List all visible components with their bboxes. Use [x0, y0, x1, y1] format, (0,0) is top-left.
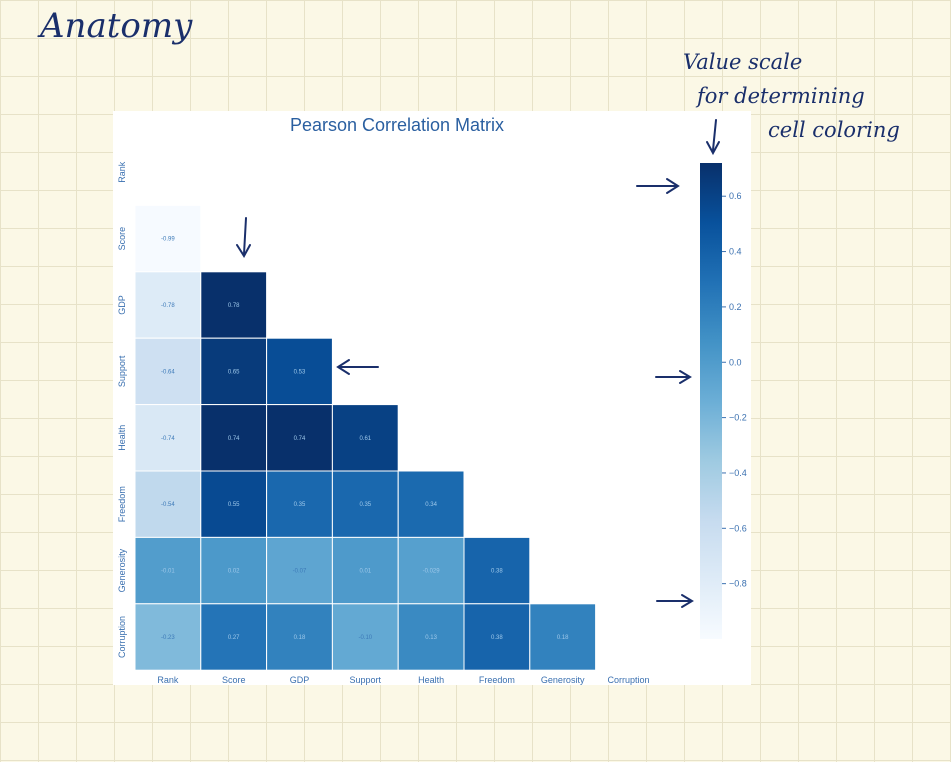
x-tick-label: GDP: [290, 675, 310, 685]
scale-note-line-3: cell coloring: [768, 118, 900, 142]
scale-note-line-2: for determining: [697, 84, 865, 108]
cell-value-label: -0.01: [161, 569, 175, 575]
heatmap-cell: [331, 536, 399, 605]
x-tick-label: Score: [222, 675, 246, 685]
y-tick-label: Corruption: [117, 616, 127, 658]
x-tick-label: Support: [350, 675, 382, 685]
x-tick-label: Generosity: [541, 675, 585, 685]
heatmap-cell: [266, 470, 333, 538]
cell-value-label: -0.07: [293, 569, 307, 575]
x-tick-label: Freedom: [479, 675, 515, 685]
cell-value-label: -0.029: [423, 569, 441, 575]
colorbar-tick-label: −0.8: [729, 579, 747, 589]
cell-value-label: 0.01: [359, 569, 371, 575]
cell-value-label: 0.18: [294, 635, 306, 641]
x-tick-label: Rank: [157, 675, 179, 685]
cell-value-label: 0.13: [425, 635, 437, 641]
heatmap-cell: [134, 470, 202, 538]
cell-value-label: 0.35: [359, 502, 371, 508]
chart-title: Pearson Correlation Matrix: [290, 115, 504, 135]
heatmap-cell: [529, 603, 597, 671]
cell-value-label: 0.38: [491, 569, 503, 575]
y-tick-label: Score: [117, 227, 127, 251]
heatmap-cell: [200, 404, 268, 472]
heatmap-cell: [397, 536, 465, 605]
cell-value-label: -0.64: [161, 369, 175, 375]
cell-value-label: 0.35: [294, 502, 306, 508]
cell-value-label: -0.10: [358, 635, 372, 641]
page-heading: Anatomy: [40, 6, 193, 46]
y-tick-label: Rank: [117, 161, 127, 183]
heatmap-cell: [200, 470, 268, 538]
colorbar-tick-label: −0.4: [729, 468, 747, 478]
cell-value-label: -0.78: [161, 303, 175, 309]
heatmap-cell: [134, 337, 202, 406]
colorbar-tick-label: 0.6: [729, 191, 742, 201]
y-tick-label: Support: [117, 355, 127, 387]
cell-value-label: -0.23: [161, 635, 175, 641]
heatmap-cell: [200, 536, 268, 605]
heatmap-cell: [266, 536, 333, 605]
heatmap-cell: [266, 603, 333, 671]
cell-value-label: -0.99: [161, 237, 175, 243]
heatmap-cell: [331, 470, 399, 538]
heatmap-cell: [331, 404, 399, 472]
colorbar: [700, 163, 722, 639]
cell-value-label: 0.38: [491, 635, 503, 641]
colorbar-tick-label: −0.6: [729, 523, 747, 533]
y-tick-label: GDP: [117, 295, 127, 315]
colorbar-tick-label: 0.0: [729, 357, 742, 367]
cell-value-label: 0.34: [425, 502, 437, 508]
correlation-heatmap: Pearson Correlation Matrix -0.99 -0.78 0.78…: [117, 115, 747, 685]
y-tick-label: Health: [117, 425, 127, 451]
cell-value-label: 0.74: [228, 436, 240, 442]
heatmap-cell: [134, 204, 202, 273]
cell-value-label: -0.74: [161, 436, 175, 442]
x-tick-label: Health: [418, 675, 444, 685]
y-tick-label: Generosity: [117, 548, 127, 592]
heatmap-cell: [397, 470, 465, 538]
cell-value-label: 0.02: [228, 569, 240, 575]
cell-value-label: 0.78: [228, 303, 240, 309]
cell-value-label: 0.18: [557, 635, 569, 641]
heatmap-cell: [463, 603, 531, 671]
colorbar-tick-label: 0.4: [729, 247, 742, 257]
heatmap-cell: [463, 536, 531, 605]
cell-value-label: 0.53: [294, 369, 306, 375]
heatmap-cell: [200, 271, 268, 339]
scale-note-line-1: Value scale: [683, 50, 803, 74]
heatmap-cell: [200, 603, 268, 671]
cell-value-label: 0.65: [228, 369, 240, 375]
cell-value-label: 0.74: [294, 436, 306, 442]
x-tick-label: Corruption: [607, 675, 649, 685]
cell-value-label: 0.61: [359, 436, 371, 442]
y-tick-label: Freedom: [117, 486, 127, 522]
heatmap-cell: [134, 404, 202, 472]
colorbar-tick-label: −0.2: [729, 413, 747, 423]
colorbar-tick-label: 0.2: [729, 302, 742, 312]
heatmap-cell: [266, 404, 333, 472]
cell-value-label: 0.27: [228, 635, 240, 641]
cell-value-label: -0.54: [161, 502, 175, 508]
chart-panel: Pearson Correlation Matrix -0.99 -0.78 0.78…: [113, 111, 751, 685]
cell-value-label: 0.55: [228, 502, 240, 508]
